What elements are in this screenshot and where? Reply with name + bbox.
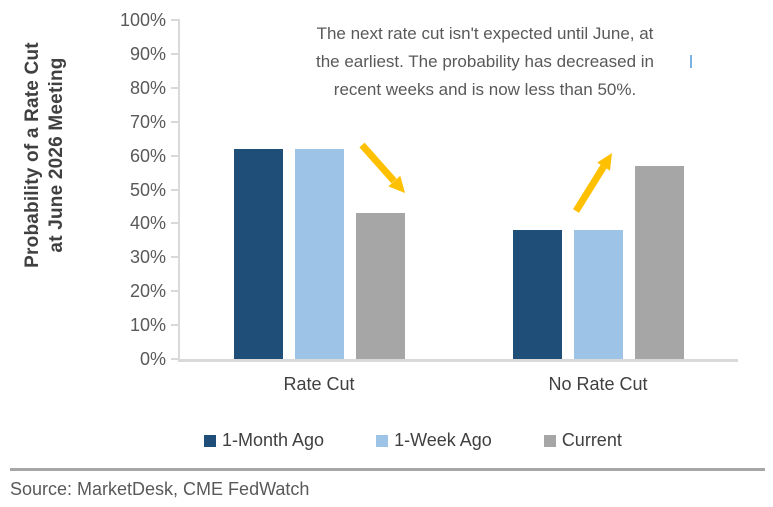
y-axis-tick-label: 30%	[129, 247, 166, 268]
y-axis-tick	[171, 86, 179, 89]
category-label-rate-cut: Rate Cut	[283, 374, 355, 394]
x-axis-line	[178, 359, 738, 362]
y-axis-line	[178, 19, 180, 361]
decrease-arrow-icon	[359, 142, 405, 193]
y-axis-tick	[171, 52, 179, 55]
y-axis-tick	[171, 324, 179, 327]
divider-line	[10, 468, 765, 471]
legend-label: Current	[561, 430, 622, 450]
y-axis-tick	[171, 120, 179, 123]
y-axis-tick	[171, 222, 179, 225]
y-axis-tick-label: 60%	[129, 145, 166, 166]
y-axis-tick-label: 50%	[129, 179, 166, 200]
bar-no-rate-cut-current	[634, 165, 684, 359]
legend-swatch-1-month-ago	[204, 434, 216, 447]
legend-item-current: Current	[543, 430, 622, 451]
y-axis-tick	[171, 188, 179, 191]
y-axis-tick-label: 80%	[129, 77, 166, 98]
y-axis-tick	[171, 256, 179, 259]
y-axis-tick-label: 10%	[129, 315, 166, 336]
source-text: Source: MarketDesk, CME FedWatch	[10, 479, 310, 499]
bar-no-rate-cut-1-month-ago	[512, 230, 562, 359]
legend-swatch-1-week-ago	[376, 434, 389, 447]
y-axis-tick-label: 20%	[129, 281, 166, 302]
y-axis-tick	[171, 358, 179, 360]
category-label-no-rate-cut: No Rate Cut	[548, 374, 648, 394]
y-axis-tick-label: 40%	[129, 213, 166, 234]
bar-rate-cut-1-month-ago	[233, 148, 283, 359]
y-axis-tick	[171, 19, 179, 21]
bar-rate-cut-1-week-ago	[294, 148, 344, 359]
increase-arrow-icon	[573, 153, 612, 213]
legend-label: 1-Week Ago	[394, 430, 492, 450]
legend-item-1-week-ago: 1-Week Ago	[376, 430, 492, 451]
y-axis-tick	[171, 290, 179, 293]
y-axis-tick-label: 0%	[139, 349, 166, 369]
bar-no-rate-cut-1-week-ago	[573, 230, 623, 359]
y-axis-tick	[171, 154, 179, 157]
y-axis-tick-label: 90%	[129, 43, 166, 64]
legend-label: 1-Month Ago	[222, 430, 325, 450]
annotation-text: The next rate cut isn't expected until J…	[316, 24, 654, 99]
cursor-artifact	[690, 55, 692, 68]
y-axis-tick-label: 70%	[129, 111, 166, 132]
legend-item-1-month-ago: 1-Month Ago	[204, 430, 324, 451]
legend-swatch-current	[543, 434, 556, 447]
y-axis-tick-label: 100%	[119, 10, 166, 30]
bar-rate-cut-current	[355, 213, 405, 359]
legend: 1-Month Ago 1-Week Ago Current	[204, 430, 622, 451]
